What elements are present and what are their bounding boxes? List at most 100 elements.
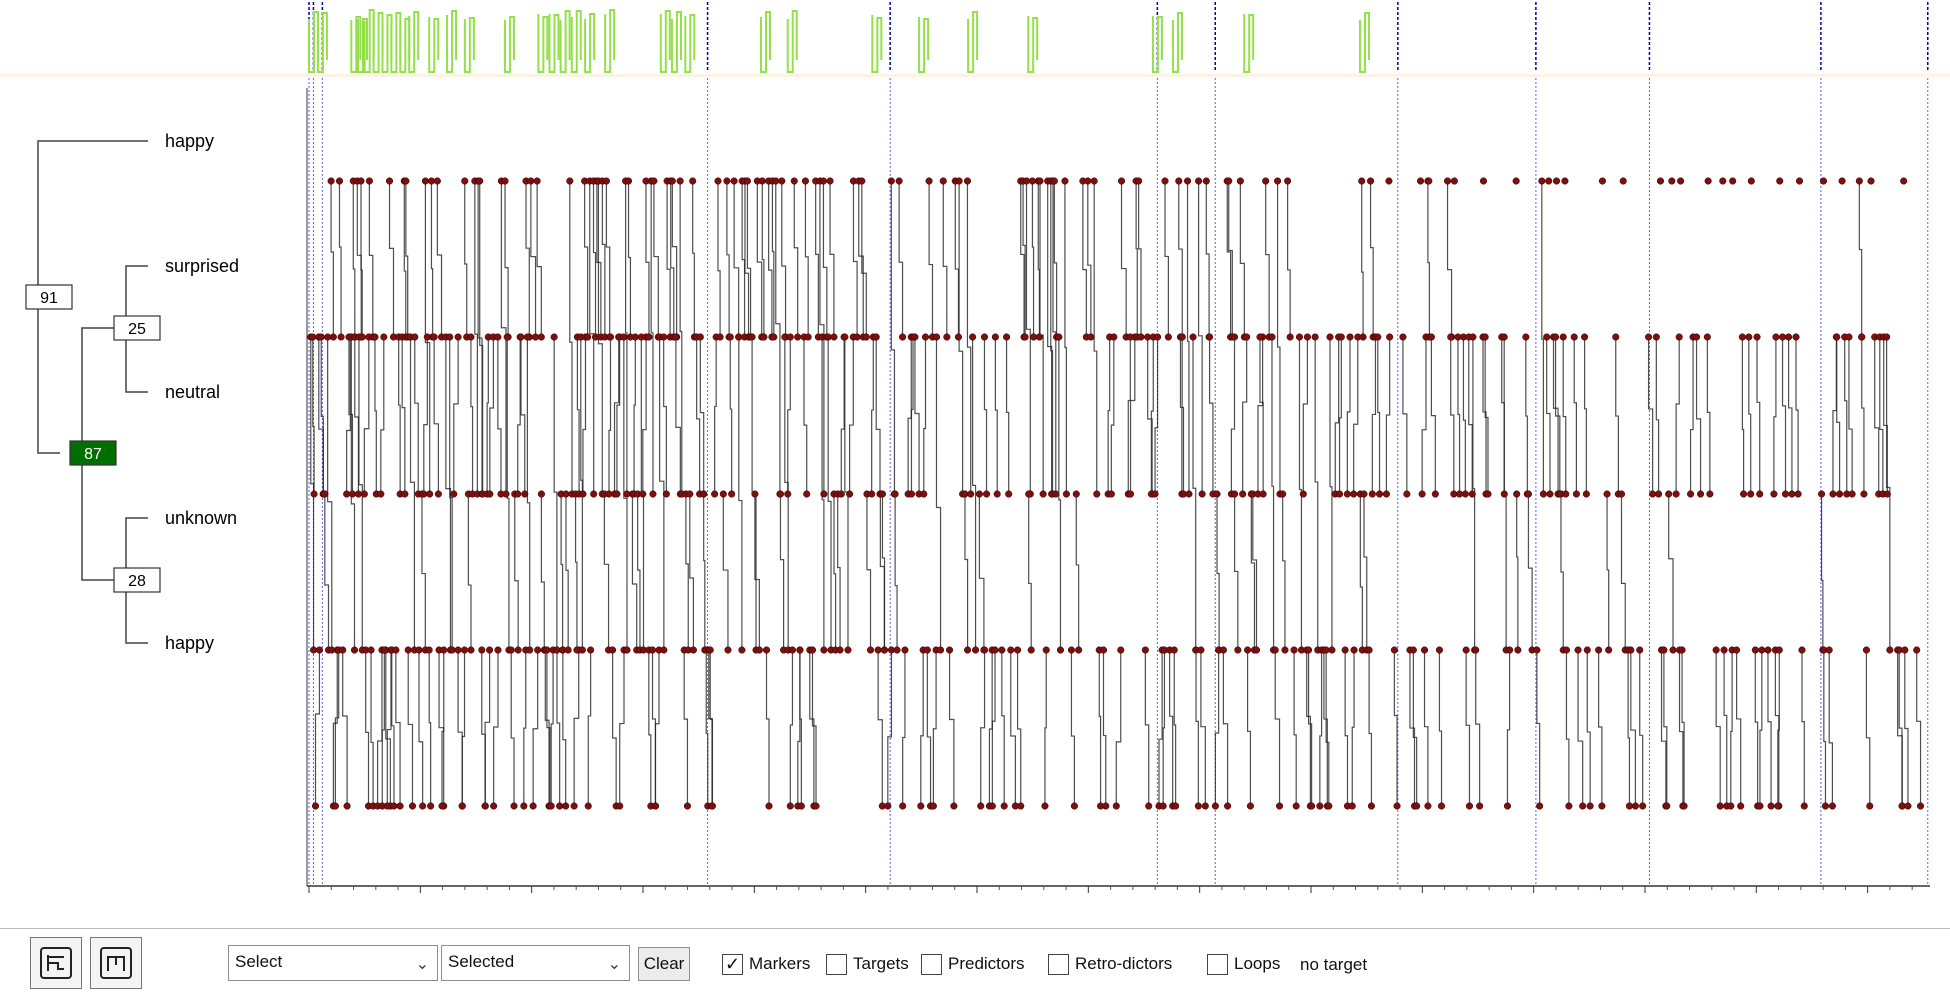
transition-line (898, 181, 904, 337)
loops-checkbox[interactable]: Loops (1207, 951, 1280, 977)
event-dot (1476, 802, 1484, 810)
tree-node-87[interactable] (69, 440, 117, 466)
transition-line (1598, 650, 1603, 806)
tree-layout-button[interactable] (30, 937, 82, 989)
transition-line (1287, 181, 1291, 337)
predictors-checkbox[interactable]: Predictors (921, 951, 1025, 977)
transition-line (833, 494, 837, 650)
transition-line (1053, 181, 1058, 337)
event-dot (1224, 802, 1232, 810)
transition-line (605, 181, 611, 337)
event-dot (1219, 646, 1227, 654)
transition-line (1506, 650, 1511, 806)
event-dot (490, 802, 498, 810)
event-dot (1740, 490, 1748, 498)
event-dot (1552, 333, 1560, 341)
event-dot (1050, 177, 1058, 185)
transition-line (1222, 650, 1229, 806)
event-dot (714, 177, 722, 185)
overview-event-glyph (350, 16, 362, 73)
event-dot (486, 646, 494, 654)
event-dot (1794, 490, 1802, 498)
transition-line (565, 494, 569, 650)
selected-dropdown[interactable]: Selected ⌄ (441, 945, 630, 981)
select-dropdown[interactable]: Select ⌄ (228, 945, 438, 981)
event-dot (708, 802, 716, 810)
clear-button[interactable]: Clear (638, 947, 690, 981)
markers-checkbox-box[interactable]: ✓ (722, 953, 743, 975)
event-dot (772, 177, 780, 185)
overview-event-glyph (1358, 12, 1370, 73)
event-dot (392, 646, 400, 654)
event-dot (1102, 802, 1110, 810)
event-dot (686, 490, 694, 498)
event-sequence-plot: 05.00010.00015.00020.00025.00030.00035.0… (306, 78, 1930, 893)
targets-checkbox-box[interactable] (826, 953, 847, 975)
event-dot (547, 802, 555, 810)
event-dot (507, 646, 515, 654)
event-dot (1703, 333, 1711, 341)
event-dot (1375, 490, 1384, 498)
event-dot (1788, 490, 1796, 498)
tree-node-28[interactable] (113, 567, 161, 593)
transition-line (1001, 650, 1005, 806)
tree-node-91-label: 91 (40, 290, 58, 307)
transition-line (722, 494, 729, 650)
targets-checkbox[interactable]: Targets (826, 951, 909, 977)
event-dot (481, 802, 489, 810)
event-dot (728, 490, 736, 498)
loops-checkbox-box[interactable] (1207, 953, 1228, 975)
tree-node-91[interactable] (25, 284, 73, 310)
transition-line (1154, 337, 1159, 494)
overview-event-glyph (871, 15, 883, 73)
transition-line (601, 181, 606, 337)
event-dot (1781, 490, 1790, 498)
event-dot (872, 333, 880, 341)
event-dot (696, 333, 704, 341)
transition-line (1226, 181, 1232, 337)
event-dot (1579, 802, 1587, 810)
transition-line (1823, 650, 1827, 806)
event-dot (1500, 333, 1508, 341)
event-dot (1581, 333, 1589, 341)
transition-line (1525, 337, 1528, 494)
event-dot (1533, 646, 1541, 654)
event-dot (1262, 177, 1270, 185)
event-dot (1883, 333, 1891, 341)
transition-line (1787, 337, 1793, 494)
event-dot (383, 802, 391, 810)
transition-line (1730, 650, 1733, 806)
transition-line (819, 181, 825, 494)
event-dot (1178, 333, 1186, 341)
overview-event-glyph (584, 13, 596, 73)
transition-line (866, 494, 872, 650)
transition-line (811, 650, 817, 806)
markers-checkbox[interactable]: ✓ Markers (722, 951, 810, 977)
retro-dictors-checkbox-box[interactable] (1048, 953, 1069, 975)
transition-line (1162, 650, 1166, 806)
event-dot (1704, 177, 1712, 185)
tree-node-25[interactable] (113, 315, 161, 341)
event-dot (401, 490, 409, 498)
overview-event-glyph (446, 10, 458, 73)
transition-line (1630, 650, 1637, 806)
tree-vertical-button[interactable] (90, 937, 142, 989)
retro-dictors-checkbox[interactable]: Retro-dictors (1048, 951, 1172, 977)
event-dot (1154, 333, 1162, 341)
event-dot (1062, 490, 1070, 498)
transition-line (484, 650, 491, 806)
overview-event-glyph (399, 18, 411, 73)
event-dot (311, 802, 320, 810)
transition-line (613, 337, 620, 494)
event-dot (923, 646, 931, 654)
predictors-checkbox-box[interactable] (921, 953, 942, 975)
event-dot (1680, 802, 1688, 810)
event-dot (878, 490, 887, 498)
event-dot (812, 802, 820, 810)
transition-line (650, 181, 654, 494)
transition-line (1820, 494, 1824, 650)
event-dot (1202, 177, 1210, 185)
event-dot (776, 490, 785, 498)
event-dot (584, 333, 592, 341)
transition-line (779, 494, 785, 650)
